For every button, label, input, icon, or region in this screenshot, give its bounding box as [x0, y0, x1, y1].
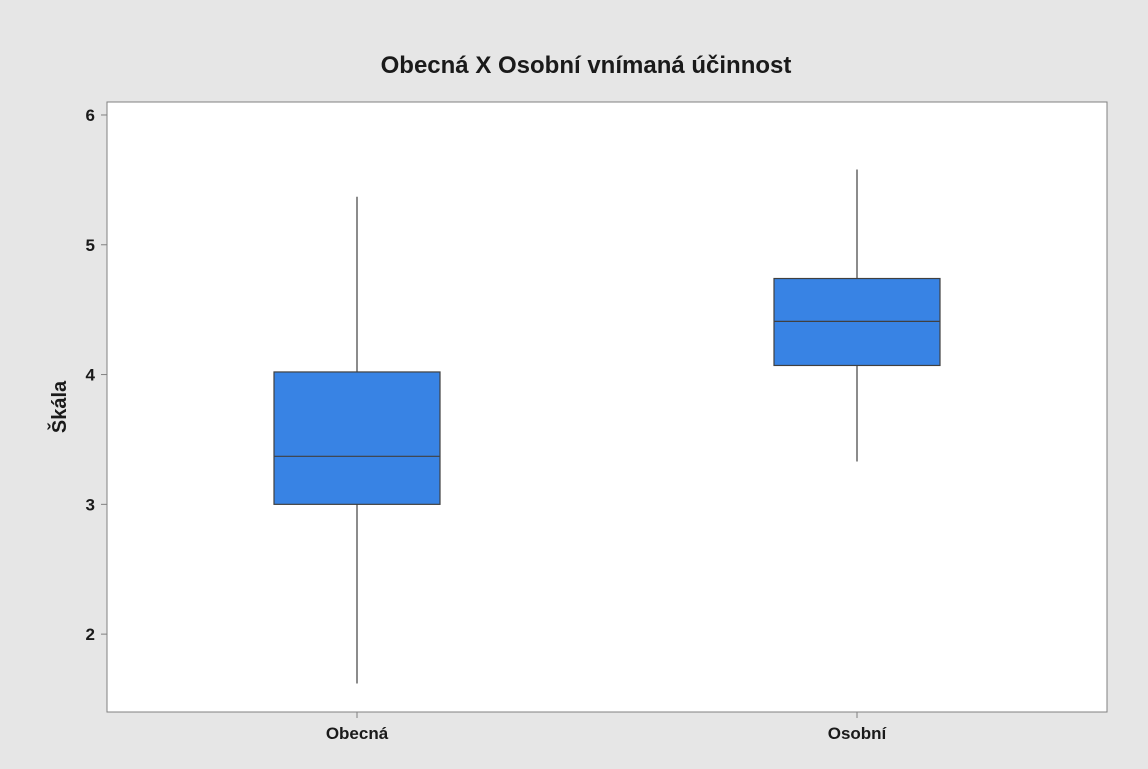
- box-obecna: [273, 196, 441, 684]
- y-tick-label: 4: [86, 366, 96, 385]
- y-tick-label: 5: [86, 236, 95, 255]
- y-tick-label: 6: [86, 106, 95, 125]
- y-tick-label: 3: [86, 495, 95, 514]
- iqr-box: [273, 371, 441, 505]
- x-category-label: Obecná: [326, 724, 389, 743]
- iqr-box: [773, 277, 941, 367]
- plot-area: [106, 101, 1108, 713]
- y-tick-label: 2: [86, 625, 95, 644]
- x-category-label: Osobní: [828, 724, 888, 743]
- x-axis: Obecná Osobní: [326, 712, 888, 743]
- y-axis: 2 3 4 5 6: [86, 106, 107, 644]
- y-axis-title: Škála: [47, 380, 71, 433]
- box-series: [273, 169, 941, 684]
- box-osobni: [773, 169, 941, 462]
- chart-title: Obecná X Osobní vnímaná účinnost: [381, 52, 792, 79]
